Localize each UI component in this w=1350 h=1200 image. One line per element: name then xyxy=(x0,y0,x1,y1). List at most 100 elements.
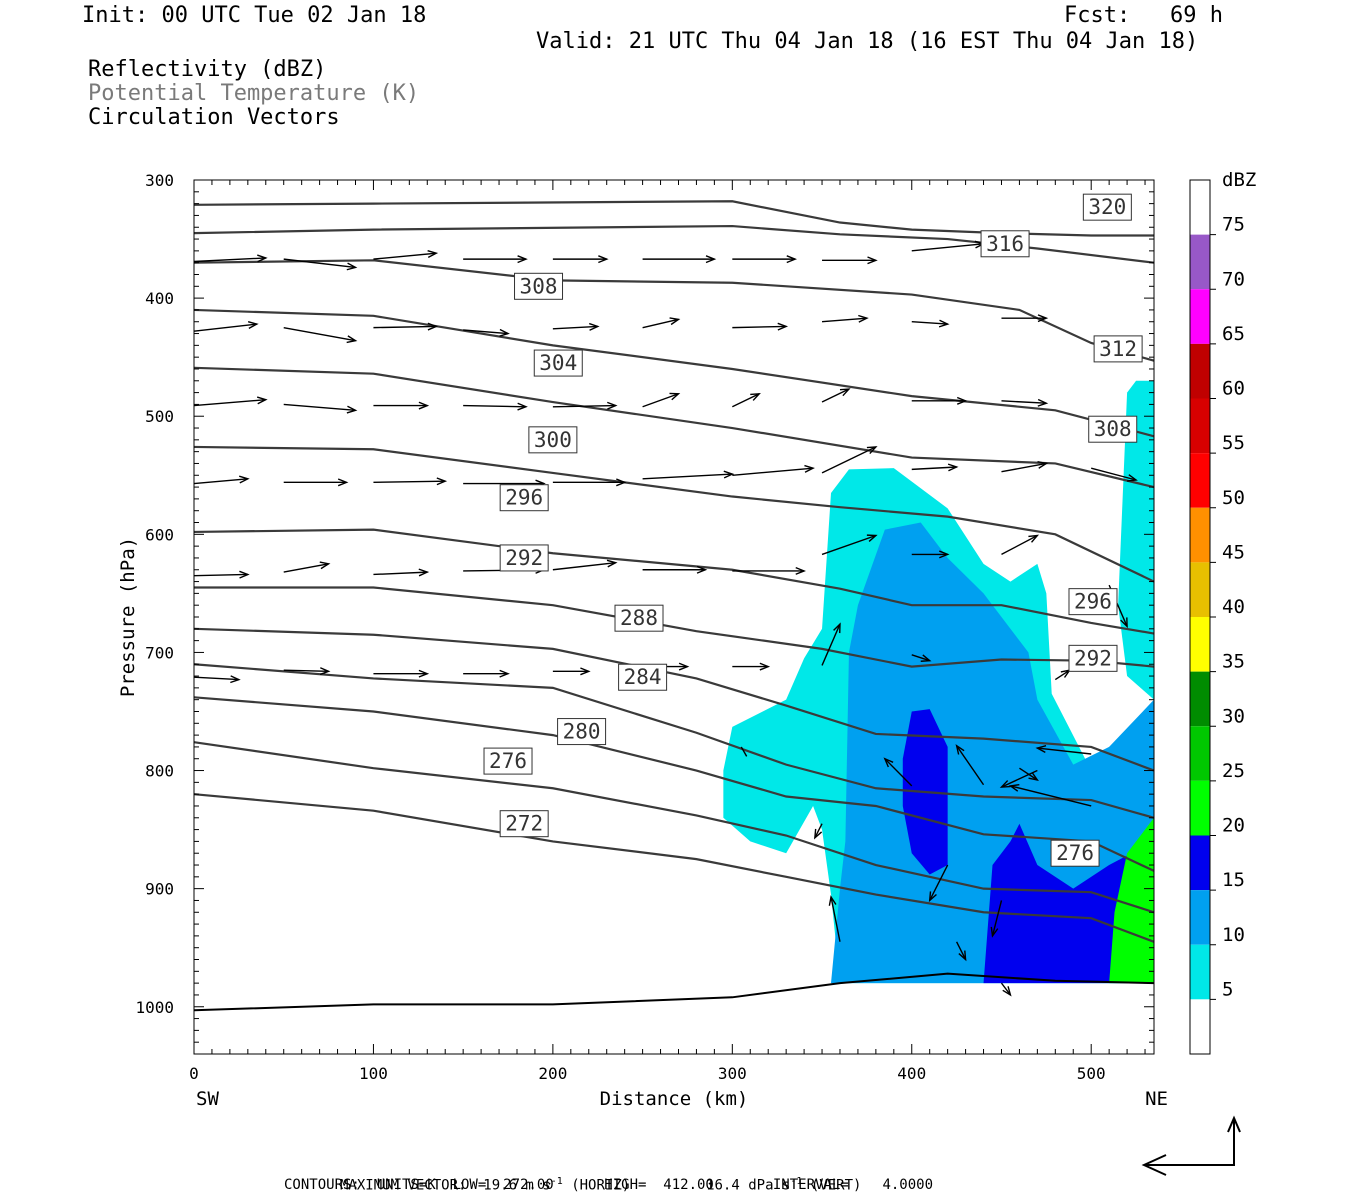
vector-head xyxy=(616,478,627,487)
circulation-vector xyxy=(193,396,268,407)
vector-head xyxy=(759,662,771,671)
vector-shaft xyxy=(283,403,356,412)
circulation-vector xyxy=(642,317,681,329)
vector-head xyxy=(795,566,806,575)
y-tick-label: 1000 xyxy=(135,998,174,1017)
vector-head xyxy=(346,405,358,414)
contour-label-layer: 320 316 308 312 304 308 300 296 292 296 288 292 284 2… xyxy=(483,193,1143,867)
contour-label: 308 xyxy=(1088,415,1138,443)
isentrope-layer xyxy=(193,200,1155,1012)
vector-shaft xyxy=(463,329,509,335)
vector-shaft xyxy=(283,258,356,269)
vector-head xyxy=(999,780,1011,788)
vector-shaft xyxy=(814,823,823,839)
field-circulation-vectors: Circulation Vectors xyxy=(88,105,340,130)
circulation-vector xyxy=(1008,783,1092,807)
vector-shaft xyxy=(821,388,850,403)
contour-label: 284 xyxy=(618,663,668,691)
circulation-vector xyxy=(740,746,748,757)
vector-head xyxy=(256,396,268,405)
colorbar: 5 10 15 20 25 30 35 40 45 50 55 60 65 70 75 dBZ xyxy=(1189,169,1256,1055)
isentrope-line xyxy=(193,224,1155,264)
x-end-label-ne: NE xyxy=(1145,1088,1168,1110)
vector-head xyxy=(588,322,600,331)
vector-shaft xyxy=(911,243,984,252)
vector-head xyxy=(939,550,950,559)
vector-head xyxy=(517,402,528,411)
vector-head xyxy=(607,401,618,410)
circulation-vector xyxy=(1054,669,1072,681)
vector-head xyxy=(928,891,937,903)
vector-shaft xyxy=(740,746,748,757)
y-tick-label: 900 xyxy=(145,880,174,899)
colorbar-swatch xyxy=(1190,780,1210,836)
vector-shaft xyxy=(929,864,949,901)
circulation-vector xyxy=(911,319,950,328)
vector-shaft xyxy=(283,326,356,342)
circulation-vector xyxy=(552,559,618,571)
colorbar-swatch xyxy=(1190,835,1210,891)
vector-head xyxy=(418,568,430,577)
colorbar-swatch xyxy=(1190,562,1210,617)
circulation-vector xyxy=(193,321,259,332)
y-tick-label: 400 xyxy=(145,289,174,308)
field-reflectivity: Reflectivity (dBZ) xyxy=(88,57,327,82)
vector-shaft xyxy=(830,896,841,942)
circulation-vector xyxy=(373,250,439,260)
contour-label-box xyxy=(533,349,583,377)
circulation-vector xyxy=(283,326,358,344)
vector-head xyxy=(319,667,331,676)
contour-label-box xyxy=(1068,588,1118,616)
colorbar-label: 70 xyxy=(1222,268,1245,290)
vector-head xyxy=(257,254,268,263)
vector-head xyxy=(1028,772,1039,782)
vector-head xyxy=(418,669,430,678)
circulation-vector xyxy=(1001,398,1049,407)
vector-shaft xyxy=(642,318,679,329)
vector-head xyxy=(696,565,708,574)
circulation-vector xyxy=(193,675,241,684)
colorbar-label: 20 xyxy=(1222,815,1245,837)
vector-shaft xyxy=(1001,769,1038,788)
colorbar-swatch xyxy=(1190,671,1210,727)
vector-shaft xyxy=(463,404,526,408)
circulation-vector xyxy=(928,864,949,903)
vector-head xyxy=(427,250,439,258)
colorbar-swatch xyxy=(1190,180,1210,235)
circulation-vector xyxy=(732,566,806,575)
vector-head xyxy=(958,950,967,962)
isentrope-line xyxy=(193,793,1155,943)
contour-label-box xyxy=(980,230,1030,258)
vector-shaft xyxy=(1091,467,1137,481)
colorbar-label: 75 xyxy=(1222,214,1245,236)
circulation-vector xyxy=(552,478,627,487)
colorbar-label: 50 xyxy=(1222,487,1245,509)
y-tick-label: 600 xyxy=(145,525,174,544)
circulation-vector xyxy=(1001,534,1040,556)
reflectivity-region xyxy=(983,823,1154,984)
vector-shaft xyxy=(911,466,957,471)
contour-label-box xyxy=(1050,839,1100,867)
contour-label-box xyxy=(499,484,549,512)
contour-label-box xyxy=(499,810,549,838)
vector-head xyxy=(705,255,717,264)
circulation-vector xyxy=(1035,745,1092,755)
vector-head xyxy=(247,321,259,329)
contour-label-text: 304 xyxy=(539,351,577,375)
vector-head xyxy=(1037,314,1049,323)
circulation-vector xyxy=(373,568,430,577)
circulation-vector xyxy=(990,900,1003,938)
circulation-vector xyxy=(732,464,815,476)
colorbar-label: 10 xyxy=(1222,924,1245,946)
y-tick-label: 700 xyxy=(145,643,174,662)
circulation-vector xyxy=(552,322,600,331)
x-axis-title: Distance (km) xyxy=(600,1088,749,1110)
contour-label: 308 xyxy=(514,272,564,300)
circulation-vector xyxy=(732,662,771,671)
circulation-vector xyxy=(193,570,250,579)
vector-shaft xyxy=(193,573,248,577)
contour-label-box xyxy=(614,604,664,632)
colorbar-label: 60 xyxy=(1222,378,1245,400)
x-tick-label: 200 xyxy=(538,1064,567,1083)
vector-head xyxy=(839,388,851,397)
